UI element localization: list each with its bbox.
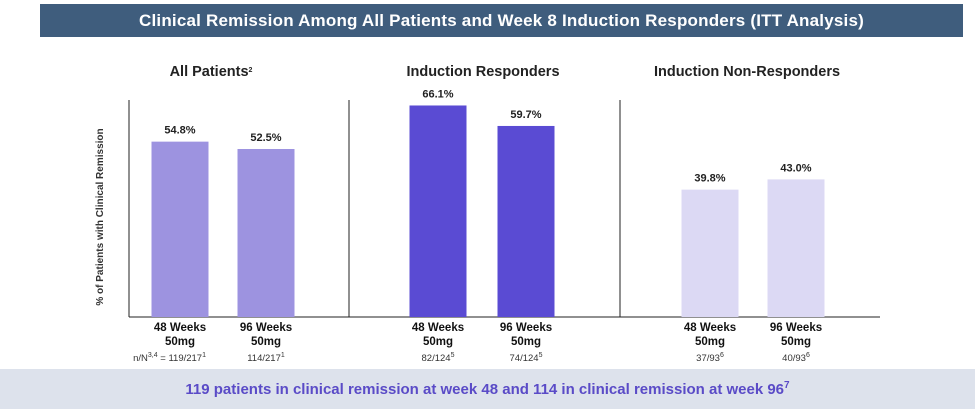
bar-induction-non-responders-1 xyxy=(681,189,739,317)
dose-label-induction-responders-2: 50mg xyxy=(511,336,541,348)
bar-induction-non-responders-2 xyxy=(767,179,825,317)
bar-all-patients-2 xyxy=(237,149,295,317)
dose-label-induction-non-responders-2: 50mg xyxy=(781,336,811,348)
slide-title-banner: Clinical Remission Among All Patients an… xyxy=(40,4,963,37)
category-label-induction-responders-1: 48 Weeks xyxy=(412,322,464,334)
data-label-induction-non-responders-1: 39.8% xyxy=(694,173,725,185)
panel-title-induction-responders: Induction Responders xyxy=(406,64,559,80)
dose-label-induction-non-responders-1: 50mg xyxy=(695,336,725,348)
panel-title-all-patients: All Patients2 xyxy=(170,64,253,80)
category-label-induction-responders-2: 96 Weeks xyxy=(500,322,552,334)
bar-all-patients-1 xyxy=(151,141,209,317)
dose-label-all-patients-1: 50mg xyxy=(165,336,195,348)
nn-label-induction-responders-1: 82/1245 xyxy=(422,352,455,364)
nn-label-all-patients-1: n/N3,4 = 119/2171 xyxy=(133,352,206,364)
category-label-all-patients-1: 48 Weeks xyxy=(154,322,206,334)
bar-induction-responders-1 xyxy=(409,105,467,317)
data-label-all-patients-2: 52.5% xyxy=(250,132,281,144)
footer-superscript: 7 xyxy=(784,380,790,391)
category-label-induction-non-responders-2: 96 Weeks xyxy=(770,322,822,334)
nn-label-induction-responders-2: 74/1245 xyxy=(510,352,543,364)
data-label-induction-responders-2: 59.7% xyxy=(510,109,541,121)
clinical-remission-bar-chart: % of Patients with Clinical Remission All… xyxy=(95,64,880,364)
data-label-induction-responders-1: 66.1% xyxy=(422,88,453,100)
dose-label-induction-responders-1: 50mg xyxy=(423,336,453,348)
y-axis-label: % of Patients with Clinical Remission xyxy=(95,128,106,305)
footer-main-text: 119 patients in clinical remission at we… xyxy=(185,381,785,398)
data-label-all-patients-1: 54.8% xyxy=(164,125,195,137)
dose-label-all-patients-2: 50mg xyxy=(251,336,281,348)
nn-label-induction-non-responders-2: 40/936 xyxy=(782,352,810,364)
footer-text: 119 patients in clinical remission at we… xyxy=(185,380,789,398)
panel-title-induction-non-responders: Induction Non-Responders xyxy=(654,64,840,80)
slide-title: Clinical Remission Among All Patients an… xyxy=(139,10,864,30)
nn-label-induction-non-responders-1: 37/936 xyxy=(696,352,724,364)
bar-induction-responders-2 xyxy=(497,125,555,318)
footer-banner: 119 patients in clinical remission at we… xyxy=(0,369,975,409)
category-label-all-patients-2: 96 Weeks xyxy=(240,322,292,334)
data-label-induction-non-responders-2: 43.0% xyxy=(780,162,811,174)
category-label-induction-non-responders-1: 48 Weeks xyxy=(684,322,736,334)
nn-label-all-patients-2: 114/2171 xyxy=(247,352,285,364)
